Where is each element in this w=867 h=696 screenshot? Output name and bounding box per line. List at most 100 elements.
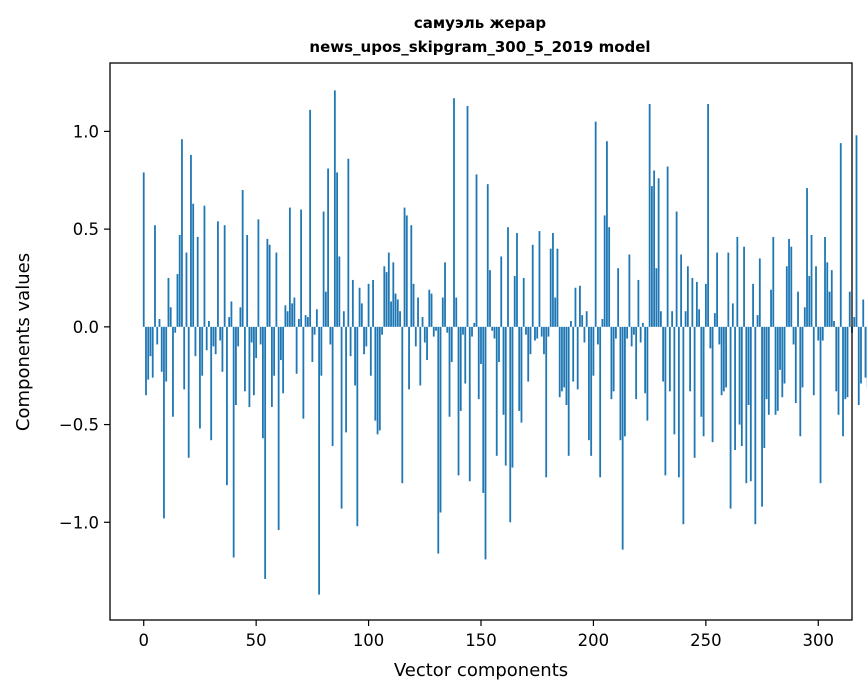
- bar: [601, 319, 604, 327]
- bar: [572, 326, 575, 382]
- bar: [774, 326, 777, 415]
- bar: [412, 283, 415, 327]
- bar: [846, 326, 849, 398]
- bar: [736, 236, 739, 327]
- bar: [297, 319, 300, 327]
- x-tick-label: 50: [246, 631, 267, 650]
- bar: [396, 299, 399, 327]
- bar: [812, 326, 815, 396]
- bar: [459, 326, 462, 411]
- bar: [181, 139, 183, 327]
- bar: [675, 211, 678, 327]
- x-tick-label: 150: [465, 631, 497, 650]
- bar: [853, 317, 856, 327]
- bar: [347, 158, 350, 327]
- bar: [718, 326, 721, 345]
- bar: [196, 236, 199, 327]
- bar: [691, 277, 694, 327]
- bar: [835, 326, 838, 392]
- bar: [857, 326, 860, 406]
- bar: [453, 98, 455, 327]
- bar: [677, 326, 680, 478]
- bar: [376, 326, 379, 435]
- bar: [194, 326, 197, 357]
- bar: [315, 309, 318, 327]
- bar: [349, 326, 352, 357]
- chart-title-line1: самуэль жерар: [414, 14, 547, 32]
- bar: [190, 154, 192, 327]
- bar: [668, 326, 671, 392]
- bar: [149, 326, 152, 357]
- bar: [333, 90, 336, 327]
- bar: [833, 320, 835, 327]
- bar: [306, 317, 309, 327]
- bar: [172, 326, 174, 417]
- bar: [752, 283, 754, 327]
- bar: [176, 274, 179, 327]
- bar: [830, 270, 833, 327]
- bar: [345, 326, 347, 433]
- bar: [500, 256, 503, 327]
- bar: [169, 307, 172, 327]
- bar: [419, 326, 422, 386]
- bar: [392, 262, 395, 327]
- bar: [286, 311, 289, 327]
- bar: [547, 326, 550, 337]
- bar: [540, 326, 543, 337]
- bar: [356, 326, 359, 527]
- bar: [828, 291, 831, 327]
- bar: [244, 326, 246, 392]
- bar: [205, 326, 208, 351]
- bar: [248, 326, 251, 407]
- bar: [502, 326, 505, 415]
- bar: [293, 297, 296, 327]
- bar: [183, 326, 186, 390]
- bar: [504, 326, 507, 466]
- bar: [491, 326, 494, 331]
- bar: [387, 252, 390, 327]
- bar: [511, 326, 514, 468]
- bar: [178, 234, 181, 327]
- bar: [619, 326, 622, 441]
- bar: [259, 326, 262, 345]
- bar: [498, 326, 500, 363]
- bar: [650, 186, 653, 327]
- bar: [457, 326, 460, 476]
- bar: [338, 256, 341, 327]
- bar: [754, 326, 757, 525]
- bar: [583, 326, 586, 343]
- bar: [745, 326, 748, 484]
- bar: [383, 266, 386, 327]
- bar: [608, 227, 611, 327]
- bar: [599, 326, 602, 478]
- bar: [565, 326, 568, 406]
- bar: [268, 244, 271, 327]
- bar: [354, 326, 356, 386]
- bar: [695, 281, 698, 327]
- bar: [284, 305, 287, 327]
- bar: [644, 326, 647, 394]
- bar: [405, 215, 408, 327]
- bar: [779, 326, 781, 370]
- bar: [731, 303, 734, 327]
- bar: [255, 326, 258, 359]
- bar: [563, 326, 566, 388]
- bar: [711, 326, 714, 443]
- bar: [450, 326, 453, 363]
- bar: [509, 326, 512, 523]
- bar: [241, 190, 244, 327]
- bar: [527, 326, 530, 382]
- bar: [351, 279, 354, 327]
- y-tick-label: 0.0: [73, 318, 99, 337]
- bar: [471, 326, 473, 337]
- bar: [466, 106, 469, 327]
- bar: [806, 188, 808, 327]
- y-tick-label: −1.0: [59, 513, 99, 532]
- bar: [480, 326, 482, 364]
- bar: [756, 315, 759, 327]
- bar: [318, 326, 321, 595]
- bar: [761, 326, 763, 507]
- bar: [156, 326, 159, 345]
- bar: [637, 279, 640, 327]
- bar: [401, 326, 404, 484]
